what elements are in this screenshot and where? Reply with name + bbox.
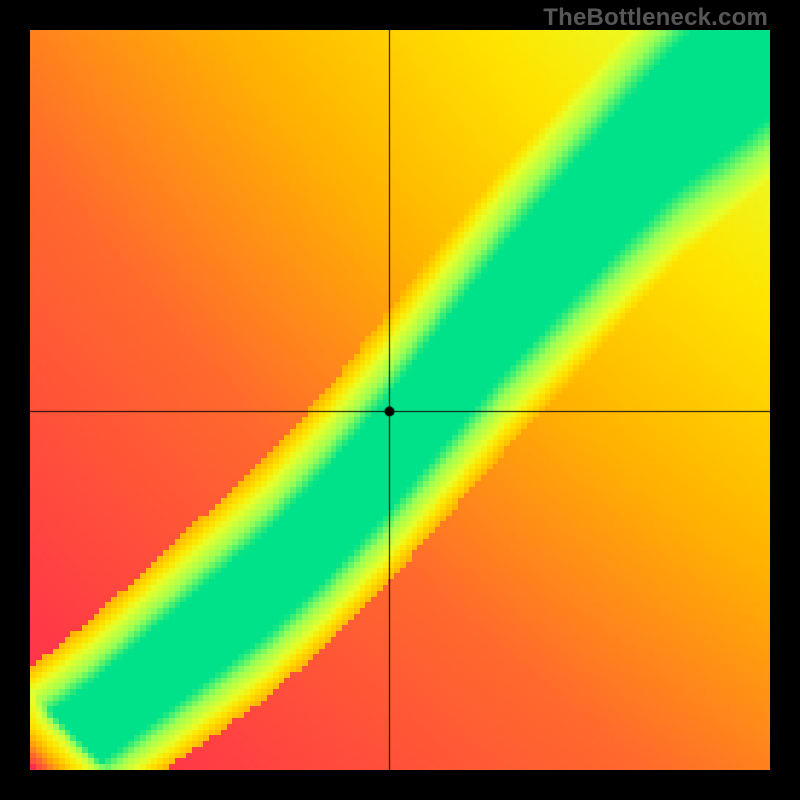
chart-root: TheBottleneck.com (0, 0, 800, 800)
bottleneck-heatmap (30, 30, 770, 770)
watermark-text: TheBottleneck.com (543, 4, 768, 32)
